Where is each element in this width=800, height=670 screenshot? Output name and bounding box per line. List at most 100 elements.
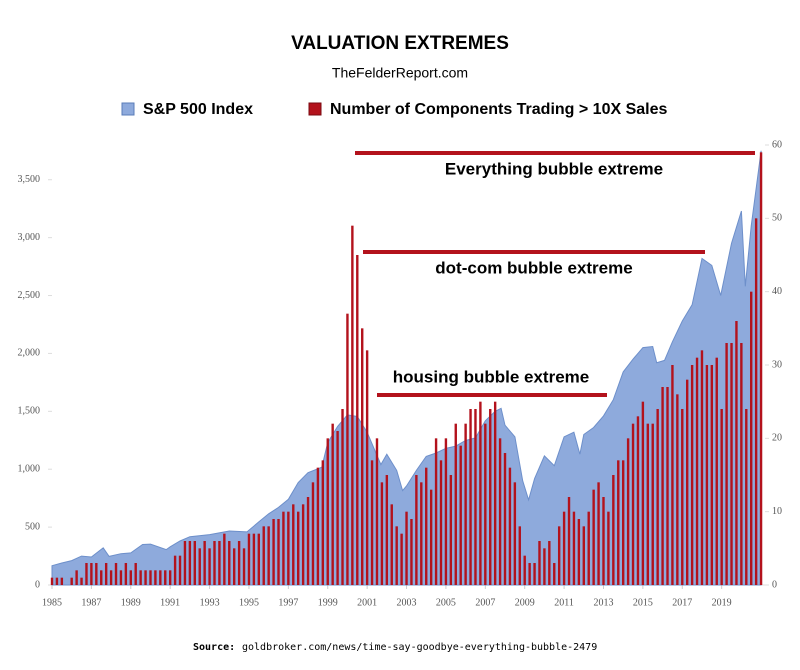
y-tick-label: 500 — [25, 521, 40, 532]
bar — [109, 570, 113, 585]
bar — [715, 357, 718, 585]
bar — [661, 387, 664, 585]
bar — [612, 475, 615, 585]
bar — [173, 555, 177, 585]
bar — [149, 570, 152, 585]
bar — [518, 526, 521, 585]
bar — [543, 548, 546, 585]
bar — [144, 570, 147, 585]
bar — [124, 563, 128, 585]
bar — [651, 423, 654, 585]
annotation: dot-com bubble extreme — [435, 258, 632, 277]
bar — [316, 467, 320, 585]
bar — [548, 541, 551, 585]
bar — [60, 577, 64, 585]
bar — [449, 475, 453, 585]
source-label: Source: — [193, 642, 235, 653]
bar — [533, 563, 536, 585]
bar — [493, 401, 497, 585]
source: goldbroker.com/news/time-say-goodbye-eve… — [242, 642, 597, 653]
bar — [75, 570, 78, 585]
bar — [252, 533, 256, 585]
bar — [193, 541, 196, 585]
bar — [164, 570, 167, 585]
bar — [631, 423, 635, 585]
bar — [410, 519, 413, 585]
bar — [267, 526, 270, 585]
bar — [508, 467, 512, 585]
legend-swatch — [308, 102, 322, 116]
legend-swatch — [121, 102, 135, 116]
bar — [681, 409, 684, 585]
x-tick-label: 1997 — [278, 597, 298, 608]
bar — [626, 438, 630, 585]
bar — [405, 511, 408, 585]
bar — [420, 482, 423, 585]
bar — [356, 255, 359, 585]
bar — [237, 541, 241, 585]
bar — [429, 489, 433, 585]
bar — [301, 504, 305, 585]
bar — [759, 152, 763, 586]
bar — [666, 387, 669, 585]
bar — [70, 577, 73, 585]
chart-subtitle: TheFelderReport.com — [332, 65, 468, 81]
y2-tick-label: 20 — [772, 433, 782, 444]
bar — [607, 511, 610, 585]
bar — [331, 423, 334, 585]
bar — [50, 577, 54, 585]
bar — [282, 511, 285, 585]
bar — [750, 291, 753, 585]
bar — [415, 475, 418, 585]
bar — [444, 438, 448, 585]
bar — [277, 519, 280, 585]
y2-tick-label: 0 — [772, 579, 777, 590]
y-tick-label: 2,000 — [18, 348, 41, 359]
y-tick-label: 3,500 — [18, 174, 41, 185]
x-tick-label: 2003 — [397, 597, 417, 608]
x-tick-label: 2007 — [475, 597, 495, 608]
bar — [740, 343, 743, 585]
x-tick-label: 1991 — [160, 597, 180, 608]
bar — [134, 563, 137, 585]
bar — [198, 548, 201, 585]
bar — [346, 313, 349, 585]
bar — [168, 570, 172, 585]
bar — [390, 504, 393, 585]
bar — [602, 497, 605, 585]
bar — [119, 570, 123, 585]
bar — [730, 343, 733, 585]
x-tick-label: 2011 — [554, 597, 574, 608]
y-tick-label: 1,500 — [18, 406, 41, 417]
bar — [365, 350, 369, 585]
bar — [90, 563, 93, 585]
bar — [646, 423, 650, 585]
bar — [513, 482, 517, 585]
y2-tick-label: 30 — [772, 359, 782, 370]
bar — [287, 511, 290, 585]
bar — [641, 401, 645, 585]
bar — [223, 533, 226, 585]
bar — [262, 526, 265, 585]
bar — [700, 350, 704, 585]
x-tick-label: 2019 — [712, 597, 732, 608]
bar — [183, 541, 187, 585]
bar — [311, 482, 315, 585]
bar — [582, 526, 585, 585]
bar — [754, 218, 758, 586]
bar — [474, 409, 477, 585]
bar — [538, 541, 541, 585]
bar — [326, 438, 329, 585]
bar — [232, 548, 236, 585]
bar — [621, 460, 625, 585]
bar — [272, 519, 275, 585]
x-tick-label: 2013 — [593, 597, 613, 608]
bar — [557, 526, 561, 585]
bar — [567, 497, 571, 585]
bar — [104, 563, 108, 585]
bar — [454, 423, 457, 585]
bar — [395, 526, 398, 585]
bar — [597, 482, 600, 585]
bar — [434, 438, 438, 585]
bar — [592, 489, 595, 585]
